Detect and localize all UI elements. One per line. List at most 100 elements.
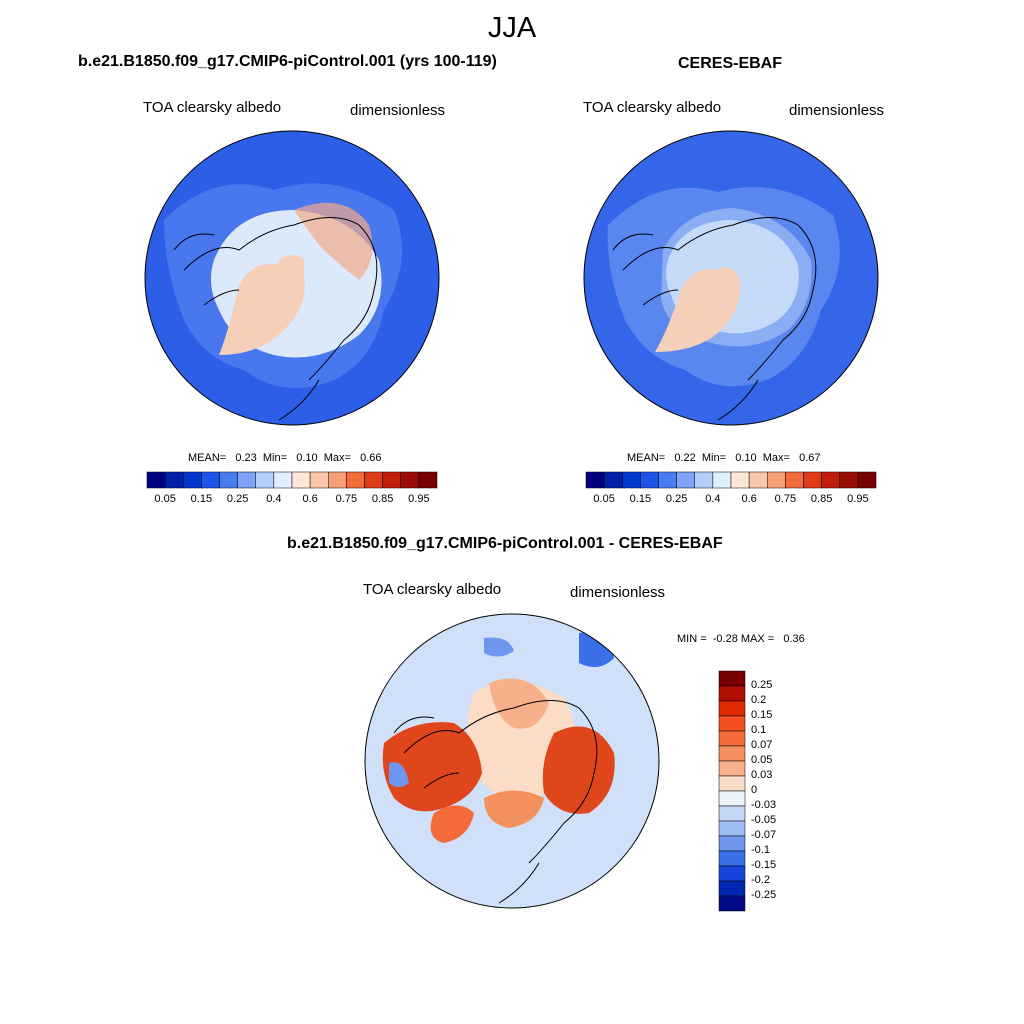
diff-colorbar-tick-label: -0.07 xyxy=(751,829,777,841)
model-colorbar-box xyxy=(309,471,329,489)
obs-colorbar-box xyxy=(730,471,750,489)
season-title: JJA xyxy=(487,12,537,44)
obs-polar-map xyxy=(583,130,879,426)
obs-panel-title: CERES-EBAF xyxy=(678,55,783,72)
diff-colorbar-box xyxy=(718,745,746,762)
diff-colorbar-box xyxy=(718,895,746,912)
diff-colorbar-box xyxy=(718,865,746,882)
diff-stats: MIN = -0.28 MAX = 0.36 xyxy=(677,633,805,645)
model-colorbar-box xyxy=(237,471,256,489)
diff-greenland-pos xyxy=(430,805,474,843)
obs-colorbar-tick-label: 0.6 xyxy=(741,493,757,505)
model-colorbar-box xyxy=(255,471,275,489)
model-colorbar-box xyxy=(146,471,166,489)
diff-colorbar-tick-label: 0.2 xyxy=(751,694,767,706)
obs-variable-label: TOA clearsky albedo xyxy=(583,99,722,116)
obs-colorbar-box xyxy=(694,471,714,489)
obs-colorbar-box xyxy=(785,471,804,489)
diff-colorbar-box xyxy=(718,700,746,717)
obs-colorbar-tick-label: 0.85 xyxy=(810,493,833,505)
model-colorbar-box xyxy=(418,471,438,489)
diff-colorbar-tick-label: -0.03 xyxy=(751,799,777,811)
obs-coastlines xyxy=(612,217,817,421)
obs-colorbar-box xyxy=(640,471,659,489)
diff-colorbar-box xyxy=(718,850,746,867)
model-colorbar-tick-label: 0.25 xyxy=(226,493,249,505)
model-colorbar-tick-label: 0.4 xyxy=(266,493,282,505)
diff-colorbar-box xyxy=(718,715,746,732)
model-colorbar-tick-label: 0.75 xyxy=(335,493,358,505)
diff-coastlines xyxy=(393,700,598,904)
model-colorbar-box xyxy=(164,471,184,489)
model-variable-label: TOA clearsky albedo xyxy=(143,99,282,116)
diff-colorbar-tick-label: -0.15 xyxy=(751,859,777,871)
diff-variable-label: TOA clearsky albedo xyxy=(363,581,502,598)
obs-colorbar-labels: 0.05 0.15 0.25 0.4 0.6 0.75 0.85 0.95 xyxy=(586,493,876,507)
model-colorbar-box xyxy=(400,471,420,489)
diff-colorbar-box xyxy=(718,820,746,837)
model-colorbar-box xyxy=(364,471,383,489)
obs-colorbar-box xyxy=(748,471,768,489)
obs-greenland xyxy=(655,267,741,352)
diff-neg-patch-1 xyxy=(579,632,614,667)
obs-colorbar-tick-label: 0.05 xyxy=(593,493,615,505)
model-panel-title: b.e21.B1850.f09_g17.CMIP6-piControl.001 … xyxy=(78,53,497,70)
diff-polar-map xyxy=(364,613,660,909)
diff-colorbar-tick-label: 0.07 xyxy=(751,739,773,751)
diff-colorbar-box xyxy=(718,790,746,807)
diff-neg-patch-3 xyxy=(389,762,409,787)
obs-stats: MEAN= 0.22 Min= 0.10 Max= 0.67 xyxy=(627,452,821,464)
diff-colorbar-box xyxy=(718,835,746,852)
diff-colorbar-box xyxy=(718,880,746,897)
diff-colorbar-box xyxy=(718,685,746,702)
model-colorbar-box xyxy=(273,471,293,489)
obs-colorbar-tick-label: 0.4 xyxy=(705,493,721,505)
model-colorbar-tick-label: 0.15 xyxy=(190,493,213,505)
obs-colorbar-tick-label: 0.25 xyxy=(665,493,688,505)
diff-colorbar-box xyxy=(718,760,746,777)
obs-colorbar-box xyxy=(622,471,641,489)
model-units-label: dimensionless xyxy=(350,102,446,119)
model-colorbar-labels: 0.05 0.15 0.25 0.4 0.6 0.75 0.85 0.95 xyxy=(147,493,437,507)
obs-colorbar-box xyxy=(585,471,605,489)
diff-europe-pos xyxy=(484,790,544,828)
diff-arctic-pos xyxy=(489,678,549,729)
model-colorbar-box xyxy=(382,471,401,489)
obs-colorbar-box xyxy=(676,471,695,489)
diff-colorbar-box xyxy=(718,670,746,687)
model-colorbar-tick-label: 0.95 xyxy=(408,493,430,505)
diff-colorbar-tick-label: 0.1 xyxy=(751,724,767,736)
model-colorbar-tick-label: 0.05 xyxy=(154,493,176,505)
model-colorbar-box xyxy=(328,471,347,489)
diff-canada-pos xyxy=(382,722,482,812)
diff-colorbar-tick-label: 0.25 xyxy=(751,679,773,691)
diff-colorbar-box xyxy=(718,805,746,822)
obs-colorbar-box xyxy=(821,471,840,489)
model-coastlines xyxy=(173,217,378,421)
model-colorbar-box xyxy=(291,471,311,489)
diff-colorbar-tick-label: 0.15 xyxy=(751,709,773,721)
diff-colorbar-box xyxy=(718,730,746,747)
model-colorbar-box xyxy=(183,471,202,489)
obs-colorbar-box xyxy=(712,471,732,489)
diff-colorbar-tick-label: -0.2 xyxy=(751,874,770,886)
diff-colorbar-tick-label: -0.25 xyxy=(751,889,777,901)
obs-colorbar-tick-label: 0.75 xyxy=(774,493,797,505)
obs-colorbar-box xyxy=(603,471,623,489)
diff-colorbar-tick-label: 0 xyxy=(751,784,758,796)
model-arctic-ocean-patch xyxy=(279,255,305,280)
obs-colorbar xyxy=(585,471,877,489)
diff-colorbar-tick-label: -0.05 xyxy=(751,814,777,826)
diff-colorbar-tick-label: -0.1 xyxy=(751,844,770,856)
diff-units-label: dimensionless xyxy=(570,584,666,601)
diff-colorbar-labels: 0.25 0.2 0.15 0.1 0.07 0.05 0.03 0 -0.03 -0.05 -0.… xyxy=(751,671,811,911)
model-greenland xyxy=(219,261,305,355)
diff-panel-title: b.e21.B1850.f09_g17.CMIP6-piControl.001 … xyxy=(287,535,723,552)
model-colorbar-box xyxy=(346,471,365,489)
model-colorbar-tick-label: 0.6 xyxy=(302,493,318,505)
model-stats: MEAN= 0.23 Min= 0.10 Max= 0.66 xyxy=(188,452,382,464)
model-colorbar-box xyxy=(219,471,238,489)
diff-colorbar xyxy=(718,670,746,912)
model-colorbar xyxy=(146,471,438,489)
obs-colorbar-tick-label: 0.95 xyxy=(847,493,869,505)
